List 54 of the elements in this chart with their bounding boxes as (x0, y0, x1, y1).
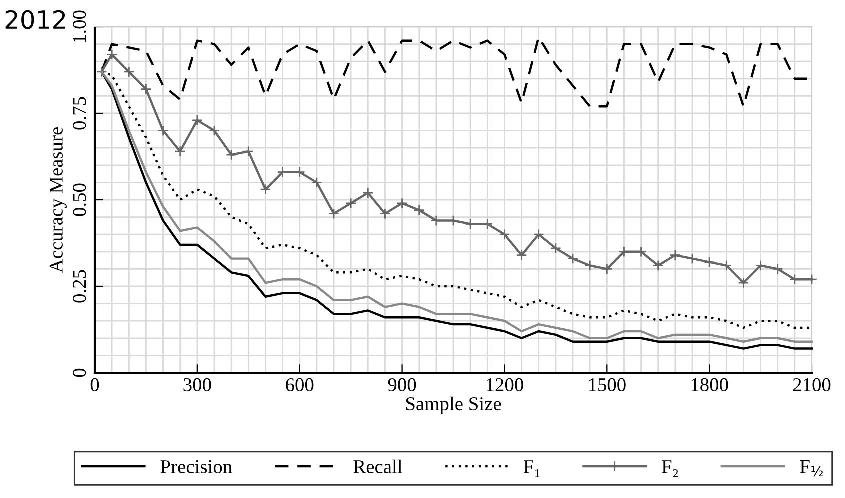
legend-label: F₂ (662, 460, 678, 478)
point (533, 229, 544, 240)
x-tick-label: 1800 (692, 378, 728, 392)
point (670, 250, 681, 261)
point (550, 242, 562, 254)
y-tick-label: 1.00 (73, 10, 86, 42)
point (686, 253, 698, 264)
point (380, 208, 391, 220)
x-tick-label: 0 (90, 378, 100, 392)
point (738, 277, 750, 289)
point (704, 256, 716, 268)
x-tick-label: 900 (388, 378, 416, 392)
point (140, 84, 152, 95)
point (772, 264, 784, 275)
point (346, 198, 357, 210)
point (260, 184, 272, 196)
point (158, 125, 169, 136)
point (516, 250, 528, 261)
point (96, 66, 108, 78)
point (106, 49, 118, 60)
point (499, 229, 510, 240)
legend-label: F₁ (524, 460, 540, 478)
point (567, 253, 579, 264)
point (328, 208, 340, 220)
y-tick-label: 0.50 (73, 184, 86, 216)
x-tick-label: 1200 (486, 378, 524, 392)
point (208, 125, 220, 136)
point (124, 66, 135, 78)
text: 2012 (6, 10, 66, 30)
y-axis-title: Accuracy Measure (50, 128, 67, 273)
point (174, 146, 186, 158)
point (243, 146, 254, 158)
x-tick-label: 2100 (793, 378, 831, 392)
point (652, 260, 664, 272)
x-axis-title: Sample Size (406, 396, 502, 415)
point (755, 260, 766, 272)
point (602, 264, 613, 275)
legend-label: Precision (160, 460, 232, 474)
x-tick-label: 1500 (589, 378, 626, 392)
point (584, 260, 596, 272)
y-tick-label: 0.25 (73, 270, 86, 303)
point (226, 149, 238, 161)
y-tick-label: 0.75 (73, 97, 86, 130)
point (311, 177, 322, 188)
y-tick-label: 0 (73, 368, 86, 378)
legend-label: F$_{½}$ (800, 460, 823, 477)
point (721, 260, 732, 272)
point (414, 204, 425, 216)
point (362, 188, 374, 199)
point (396, 198, 408, 210)
legend-label: Recall (354, 460, 402, 474)
x-tick-label: 300 (184, 378, 212, 392)
x-tick-label: 600 (286, 378, 314, 392)
point (192, 114, 203, 126)
